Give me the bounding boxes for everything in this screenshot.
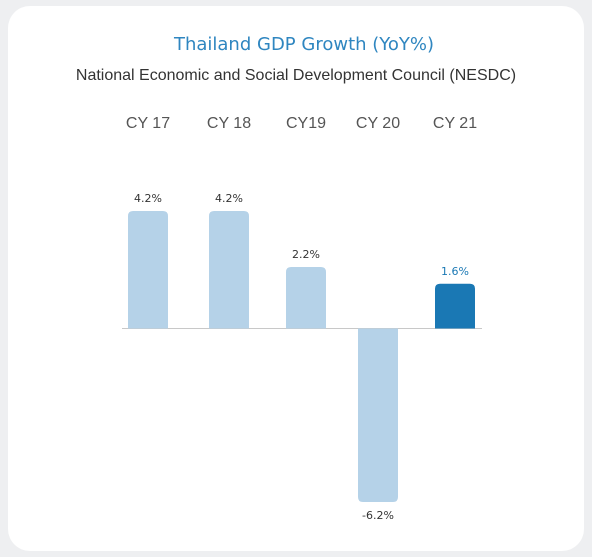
- bar: [358, 328, 398, 502]
- value-label: 2.2%: [292, 248, 320, 261]
- x-tick-label: CY 18: [207, 115, 251, 132]
- bar: [435, 283, 475, 329]
- bar: [286, 266, 326, 329]
- x-tick-label: CY 20: [356, 115, 400, 132]
- chart-title: Thailand GDP Growth (YoY%): [173, 34, 434, 55]
- x-tick-label: CY 21: [433, 115, 477, 132]
- bar: [128, 211, 168, 329]
- value-label: 1.6%: [441, 265, 469, 278]
- x-tick-label: CY 17: [126, 115, 170, 132]
- value-label: 4.2%: [215, 192, 243, 205]
- chart-subtitle: National Economic and Social Development…: [76, 67, 516, 84]
- value-label: -6.2%: [362, 509, 394, 522]
- value-label: 4.2%: [134, 192, 162, 205]
- bar: [209, 211, 249, 329]
- x-tick-label: CY19: [286, 115, 326, 132]
